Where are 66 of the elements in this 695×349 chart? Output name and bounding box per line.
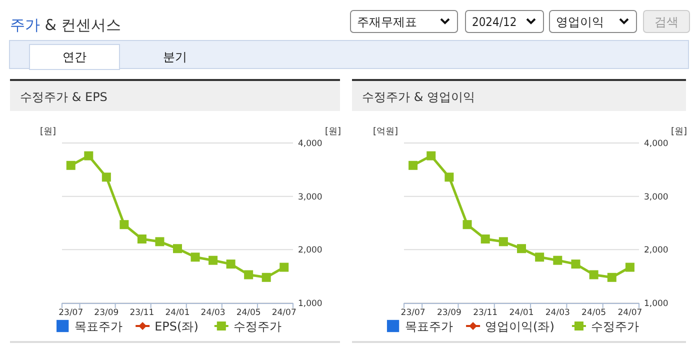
x-tick-label: 24/05 bbox=[236, 308, 261, 318]
dropdown[interactable]: 2024/12 bbox=[465, 10, 544, 33]
x-tick-label: 24/07 bbox=[618, 308, 642, 318]
y-axis-title: [원] bbox=[40, 127, 56, 137]
point bbox=[66, 160, 76, 170]
point bbox=[244, 270, 254, 280]
text: 3,000 bbox=[298, 192, 322, 202]
point bbox=[280, 262, 289, 272]
point bbox=[208, 256, 218, 265]
point bbox=[571, 260, 580, 269]
point bbox=[155, 237, 164, 246]
chart-title: 수정주가 & 영업이익 bbox=[362, 90, 475, 104]
tab[interactable]: 분기 bbox=[163, 50, 187, 64]
x-tick-label: 23/11 bbox=[473, 308, 498, 318]
legend-label: 영업이익(좌) bbox=[485, 320, 554, 334]
x-tick-label: 23/09 bbox=[94, 308, 119, 318]
point bbox=[84, 151, 94, 160]
y-axis-title: [억원] bbox=[372, 127, 398, 137]
dropdown[interactable]: 영업이익 bbox=[549, 10, 637, 33]
text: 2,000 bbox=[644, 246, 668, 256]
text: 4,000 bbox=[644, 139, 668, 149]
point bbox=[262, 272, 271, 282]
point bbox=[444, 172, 454, 182]
x-tick-label: 23/07 bbox=[58, 308, 84, 318]
point bbox=[480, 234, 490, 244]
point bbox=[408, 160, 418, 170]
point bbox=[498, 237, 508, 246]
x-tick-label: 24/03 bbox=[200, 308, 226, 318]
point bbox=[137, 234, 146, 244]
x-tick-label: 23/09 bbox=[436, 308, 462, 318]
point bbox=[625, 262, 634, 272]
legend-label: 목표주가 bbox=[405, 320, 454, 334]
text: 1,000 bbox=[298, 299, 322, 309]
text: 4,000 bbox=[298, 139, 322, 149]
point bbox=[426, 151, 436, 160]
x-tick-label: 24/01 bbox=[165, 308, 190, 318]
x-tick-label: 24/01 bbox=[509, 308, 534, 318]
dropdown[interactable]: 주재무제표 bbox=[350, 10, 458, 33]
x-tick-label: 24/03 bbox=[545, 308, 570, 318]
point bbox=[535, 252, 544, 262]
point bbox=[190, 252, 200, 262]
point bbox=[226, 260, 236, 269]
point bbox=[607, 272, 616, 282]
text: 1,000 bbox=[644, 299, 668, 309]
legend-label: 목표주가 bbox=[74, 320, 123, 334]
point bbox=[102, 172, 111, 182]
text: 3,000 bbox=[644, 192, 668, 202]
x-tick-label: 24/07 bbox=[272, 308, 296, 318]
legend-label: 수정주가 bbox=[590, 320, 639, 334]
x-tick-label: 23/11 bbox=[130, 308, 154, 318]
point bbox=[462, 220, 472, 230]
legend-label: EPS(좌) bbox=[154, 320, 198, 334]
x-tick-label: 24/05 bbox=[582, 308, 606, 318]
point bbox=[589, 270, 598, 280]
point bbox=[120, 220, 129, 230]
point bbox=[553, 256, 562, 265]
y2-axis-title: [원] bbox=[670, 127, 688, 137]
y2-axis-title: [원] bbox=[324, 127, 342, 137]
text: 2,000 bbox=[298, 246, 322, 256]
x-tick-label: 23/07 bbox=[400, 308, 426, 318]
point bbox=[517, 244, 526, 254]
point bbox=[173, 244, 182, 254]
text: 주가 & 컨센서스 bbox=[10, 16, 122, 34]
tab[interactable]: 연간 bbox=[29, 44, 120, 70]
chart-title: 수정주가 & EPS bbox=[20, 90, 108, 104]
legend-label: 수정주가 bbox=[233, 320, 282, 334]
